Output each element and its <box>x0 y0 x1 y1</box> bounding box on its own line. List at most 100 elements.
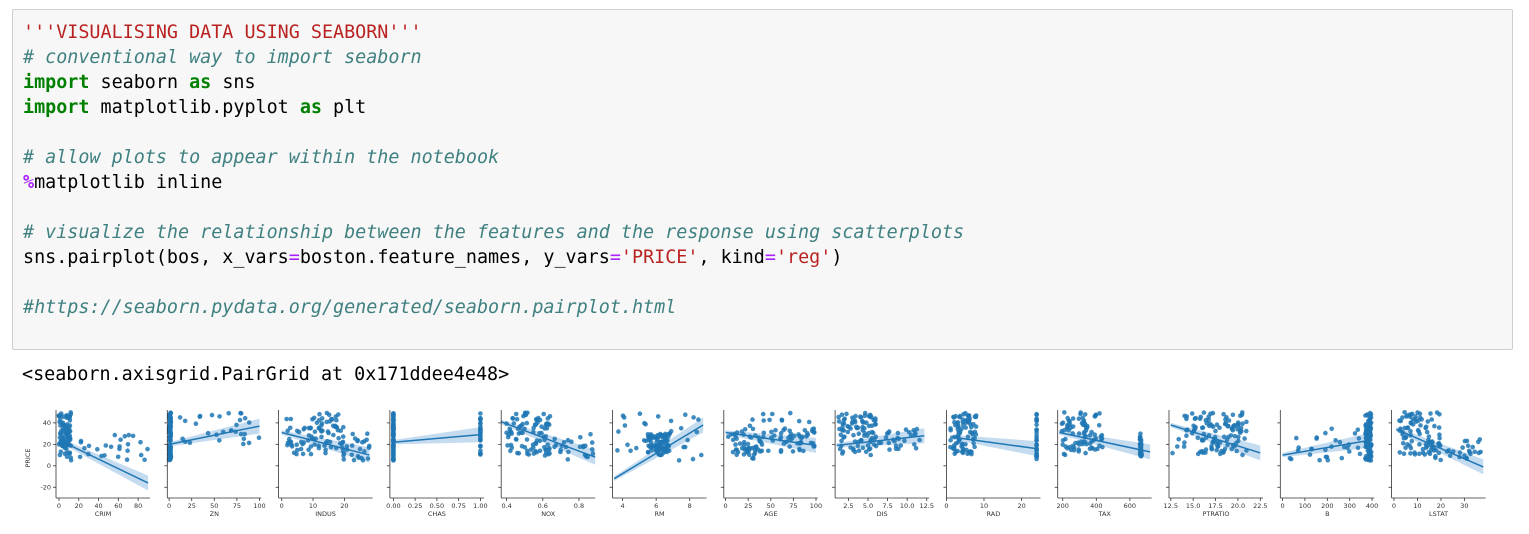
scatter-point <box>696 417 701 422</box>
scatter-point <box>1355 445 1361 451</box>
scatter-point <box>948 427 953 433</box>
scatter-point <box>770 411 775 417</box>
scatter-point <box>1409 438 1415 444</box>
x-tick-label: 0 <box>57 502 61 510</box>
scatter-point <box>645 449 651 455</box>
regression-line <box>1170 424 1261 454</box>
scatter-point <box>1436 441 1441 447</box>
scatter-point <box>1170 450 1175 456</box>
scatter-point <box>542 453 548 458</box>
code-line: import matplotlib.pyplot as plt <box>23 97 366 118</box>
x-tick-label: 200 <box>1057 502 1069 510</box>
scatter-point <box>66 425 72 431</box>
scatter-point <box>1070 443 1076 449</box>
scatter-point <box>1470 444 1475 450</box>
scatter-point <box>741 442 747 448</box>
scatter-point <box>1206 414 1211 419</box>
scatter-point <box>513 411 519 417</box>
scatter-point <box>1365 448 1371 453</box>
code-cell-input[interactable]: '''VISUALISING DATA USING SEABORN''' # c… <box>12 9 1513 350</box>
scatter-point <box>1080 422 1086 427</box>
x-tick-label: 100 <box>253 502 265 510</box>
scatter-point <box>1034 422 1039 427</box>
scatter-point <box>1199 438 1205 443</box>
scatter-point <box>855 443 861 449</box>
scatter-point <box>1076 431 1082 436</box>
scatter-point <box>1207 421 1213 427</box>
x-tick-label: 600 <box>1124 502 1136 510</box>
scatter-point <box>524 420 530 426</box>
scatter-point <box>59 435 65 440</box>
scatter-point <box>1462 453 1467 458</box>
scatter-point <box>1087 433 1093 438</box>
code-token: = <box>609 247 621 268</box>
scatter-point <box>970 431 975 437</box>
scatter-point <box>616 429 621 434</box>
y-axis-label: PRICE <box>24 449 32 468</box>
scatter-point <box>1076 442 1082 447</box>
scatter-point <box>351 457 357 463</box>
scatter-point <box>542 426 547 431</box>
scatter-point <box>1436 425 1442 430</box>
scatter-point <box>1195 451 1201 457</box>
scatter-point <box>534 438 540 443</box>
scatter-point <box>1226 418 1232 423</box>
scatter-point <box>1240 452 1245 458</box>
scatter-point <box>103 443 109 448</box>
x-tick-label: 100 <box>1299 502 1311 510</box>
scatter-point <box>1420 450 1426 455</box>
scatter-point <box>511 421 517 426</box>
scatter-point <box>118 437 123 442</box>
scatter-point <box>1066 418 1072 423</box>
scatter-point <box>615 448 620 453</box>
regression-line <box>58 439 149 484</box>
scatter-point <box>645 432 651 437</box>
scatter-point <box>1402 425 1408 431</box>
scatter-point <box>289 442 294 448</box>
scatter-point <box>895 430 901 436</box>
scatter-point <box>1465 443 1471 448</box>
scatter-point <box>391 434 396 439</box>
scatter-point <box>1061 451 1067 457</box>
scatter-point <box>1063 444 1068 449</box>
scatter-point <box>1192 425 1198 431</box>
code-token: as <box>299 97 322 118</box>
scatter-point <box>333 424 339 430</box>
scatter-point <box>1339 455 1345 461</box>
scatter-point <box>57 452 63 458</box>
scatter-point <box>1182 440 1187 445</box>
scatter-point <box>182 418 188 424</box>
scatter-point <box>256 435 262 440</box>
scatter-point <box>167 419 173 424</box>
scatter-point <box>767 417 772 423</box>
code-token: = <box>288 247 300 268</box>
scatter-point <box>1229 446 1234 452</box>
scatter-point <box>766 448 771 454</box>
scatter-point <box>655 414 661 419</box>
scatter-point <box>801 448 806 454</box>
scatter-point <box>589 447 595 452</box>
subplot-nox: 0.4 0.6 0.8 NOX <box>498 410 596 517</box>
scatter-point <box>99 453 104 459</box>
scatter-point <box>112 432 118 438</box>
regression-line <box>393 433 481 443</box>
regression-line <box>836 435 925 447</box>
scatter-point <box>1417 451 1422 457</box>
scatter-point <box>1400 415 1405 420</box>
scatter-point <box>1198 414 1203 420</box>
scatter-point <box>237 417 243 423</box>
scatter-point <box>1096 423 1102 428</box>
x-tick-label: 0 <box>167 502 171 510</box>
code-editor[interactable]: '''VISUALISING DATA USING SEABORN''' # c… <box>23 20 964 320</box>
scatter-point <box>58 413 63 418</box>
scatter-point <box>336 436 341 441</box>
subplot-indus: 0 10 20 INDUS <box>275 410 373 517</box>
scatter-point <box>285 440 291 446</box>
scatter-point <box>1437 432 1442 437</box>
scatter-point <box>302 425 308 431</box>
scatter-point <box>524 437 530 442</box>
scatter-point <box>138 439 143 445</box>
scatter-point <box>1317 457 1322 463</box>
scatter-point <box>391 426 396 431</box>
scatter-point <box>837 446 843 452</box>
